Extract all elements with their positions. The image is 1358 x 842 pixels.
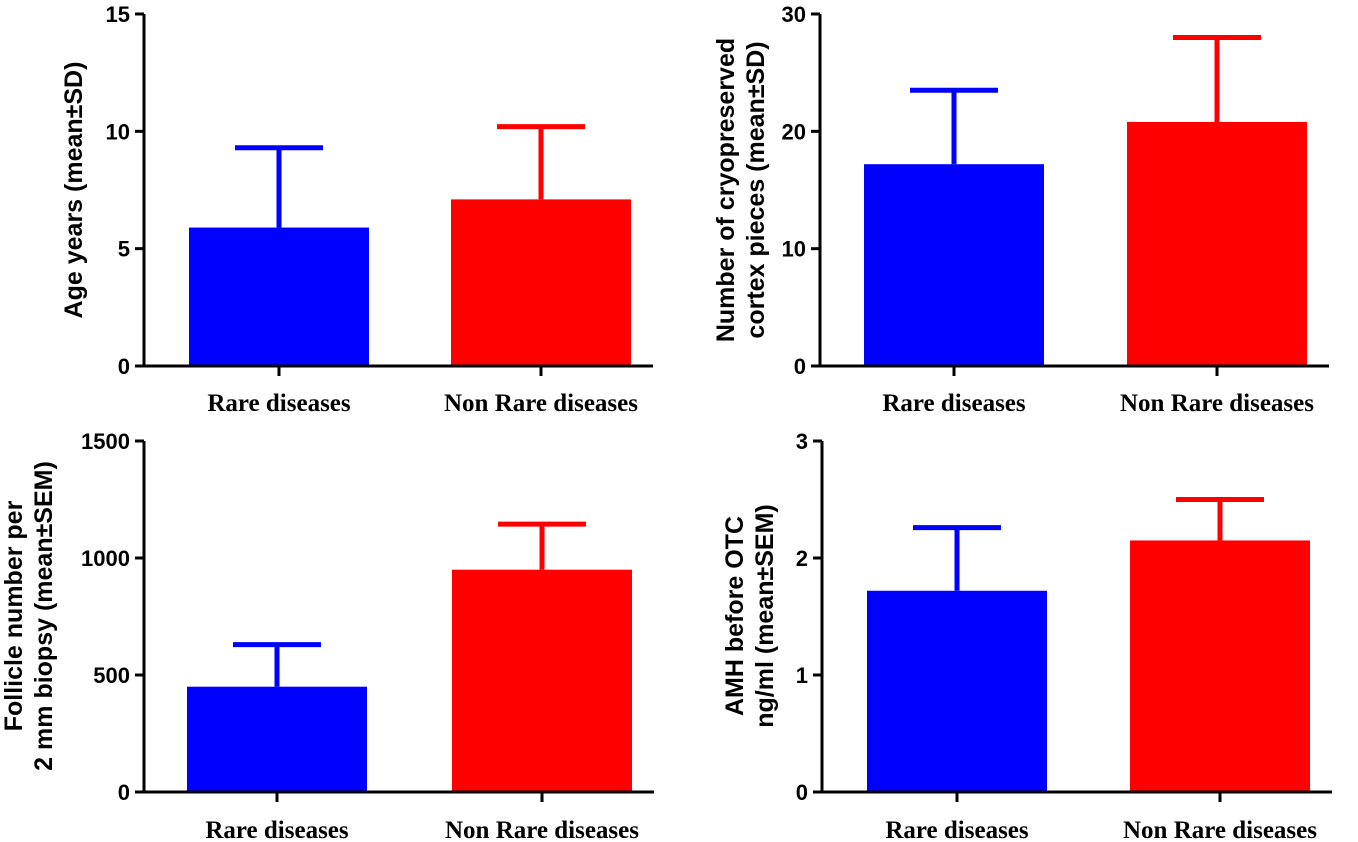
y-axis-title: Follicle number per2 mm biopsy (mean±SEM…	[0, 461, 58, 771]
y-axis-title-line: Age years (mean±SD)	[60, 62, 88, 319]
bar-rare	[189, 227, 369, 366]
y-tick-label: 0	[796, 780, 808, 805]
y-tick-label: 20	[782, 119, 806, 144]
y-axis-title-line: AMH before OTC	[721, 516, 749, 716]
chart-panel-3: 0 500 1000 1500 Rare diseases Non Rare diseas…	[0, 429, 654, 842]
bar-rare	[187, 686, 367, 792]
bar-non-rare	[452, 569, 632, 792]
y-tick-label: 500	[93, 663, 130, 688]
x-category-label: Rare diseases	[885, 817, 1029, 842]
y-tick-label: 2	[796, 546, 808, 571]
y-axis-title: Age years (mean±SD)	[60, 62, 88, 319]
x-category-label: Non Rare diseases	[1120, 390, 1314, 417]
y-axis-title-line: Number of cryopreserved	[712, 38, 740, 342]
y-axis-title-line: Follicle number per	[0, 500, 28, 731]
y-tick-label: 1500	[81, 429, 130, 454]
bar-non-rare	[451, 199, 631, 366]
bar-rare	[867, 590, 1047, 792]
x-category-label: Non Rare diseases	[445, 817, 639, 842]
x-category-label: Non Rare diseases	[444, 390, 638, 417]
y-tick-label: 10	[782, 237, 806, 262]
bar-non-rare	[1130, 540, 1310, 792]
x-category-label: Rare diseases	[207, 390, 351, 417]
y-tick-label: 0	[118, 780, 130, 805]
y-axis-title: AMH before OTCng/ml (mean±SEM)	[721, 504, 779, 727]
bar-rare	[864, 164, 1044, 366]
y-axis-title-line: cortex pieces (mean±SD)	[742, 41, 770, 338]
y-tick-label: 1000	[81, 546, 130, 571]
y-tick-label: 0	[794, 354, 806, 379]
y-tick-label: 15	[106, 2, 130, 27]
chart-panel-1: 0 5 10 15 Rare diseases Non Rare diseases Age …	[60, 2, 653, 417]
y-tick-label: 1	[796, 663, 808, 688]
y-axis-title-line: 2 mm biopsy (mean±SEM)	[30, 461, 58, 771]
y-tick-label: 5	[118, 237, 130, 262]
y-axis-title: Number of cryopreservedcortex pieces (me…	[712, 38, 770, 342]
y-tick-label: 30	[782, 2, 806, 27]
chart-panel-2: 0 10 20 30 Rare diseases Non Rare diseases Num…	[712, 2, 1329, 417]
chart-panel-4: 0 1 2 3 Rare diseases Non Rare diseases AMH be…	[721, 429, 1332, 842]
y-axis-title-line: ng/ml (mean±SEM)	[751, 504, 779, 727]
y-tick-label: 3	[796, 429, 808, 454]
x-category-label: Rare diseases	[882, 390, 1026, 417]
x-category-label: Rare diseases	[205, 817, 349, 842]
x-category-label: Non Rare diseases	[1123, 817, 1317, 842]
y-tick-label: 10	[106, 119, 130, 144]
bar-non-rare	[1127, 121, 1307, 367]
y-tick-label: 0	[118, 354, 130, 379]
